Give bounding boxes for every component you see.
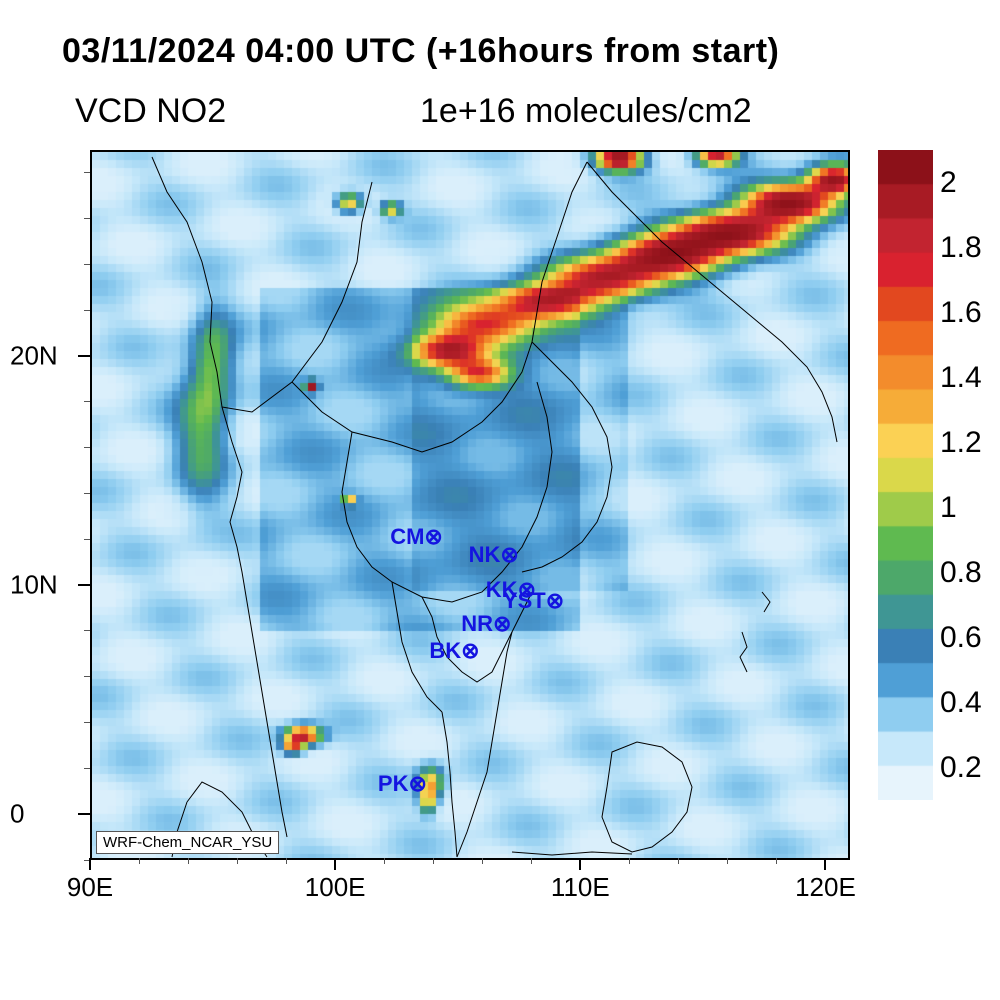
y-axis-minor-tick (84, 493, 90, 494)
colorbar-tick-label: 0.4 (940, 686, 982, 720)
colorbar-tick-label: 0.2 (940, 751, 982, 785)
x-axis-minor-tick (384, 858, 385, 864)
x-axis-minor-tick (139, 858, 140, 864)
x-axis-tick (89, 858, 91, 870)
y-axis-minor-tick (84, 447, 90, 448)
model-source-label: WRF-Chem_NCAR_YSU (96, 831, 279, 854)
x-axis-tick-label: 110E (551, 872, 610, 903)
y-axis-minor-tick (84, 676, 90, 677)
y-axis-minor-tick (84, 310, 90, 311)
x-axis-tick (824, 858, 826, 870)
x-axis-minor-tick (727, 858, 728, 864)
x-axis-minor-tick (433, 858, 434, 864)
colorbar-tick-label: 1 (940, 491, 957, 525)
x-axis-minor-tick (678, 858, 679, 864)
colorbar[interactable] (878, 150, 933, 800)
x-axis-tick-label: 90E (67, 872, 113, 903)
colorbar-tick-label: 1.4 (940, 361, 982, 395)
y-axis-minor-tick (84, 172, 90, 173)
y-axis-minor-tick (84, 539, 90, 540)
colorbar-tick-label: 1.8 (940, 231, 982, 265)
colorbar-tick-label: 0.8 (940, 556, 982, 590)
colorbar-tick-label: 0.6 (940, 621, 982, 655)
y-axis-minor-tick (84, 401, 90, 402)
y-axis-minor-tick (84, 768, 90, 769)
x-axis-tick (579, 858, 581, 870)
colorbar-tick-label: 1.6 (940, 296, 982, 330)
y-axis-tick (78, 584, 90, 586)
y-axis-tick-label: 10N (10, 570, 58, 601)
colorbar-tick-label: 1.2 (940, 426, 982, 460)
y-axis-tick-label: 0 (10, 799, 24, 830)
page-title: 03/11/2024 04:00 UTC (+16hours from star… (62, 32, 779, 71)
country-border-overlay (92, 152, 850, 860)
unit-label: 1e+16 molecules/cm2 (420, 92, 752, 131)
x-axis-minor-tick (237, 858, 238, 864)
variable-label: VCD NO2 (75, 92, 226, 131)
x-axis-minor-tick (531, 858, 532, 864)
x-axis-minor-tick (482, 858, 483, 864)
y-axis-minor-tick (84, 630, 90, 631)
map-plot-frame[interactable]: CM⊗ NK⊗ KK⊗ YST⊗ NR⊗ BK⊗ PK⊗ WRF-Chem_NC… (90, 150, 850, 860)
colorbar-gradient (878, 150, 933, 800)
y-axis-tick (78, 813, 90, 815)
y-axis-tick (78, 355, 90, 357)
x-axis-minor-tick (286, 858, 287, 864)
y-axis-minor-tick (84, 264, 90, 265)
x-axis-minor-tick (776, 858, 777, 864)
x-axis-tick-label: 120E (795, 872, 856, 903)
x-axis-tick (334, 858, 336, 870)
y-axis-tick-label: 20N (10, 341, 58, 372)
x-axis-minor-tick (188, 858, 189, 864)
colorbar-tick-label: 2 (940, 166, 957, 200)
x-axis-tick-label: 100E (305, 872, 366, 903)
y-axis-minor-tick (84, 218, 90, 219)
y-axis-minor-tick (84, 722, 90, 723)
x-axis-minor-tick (629, 858, 630, 864)
